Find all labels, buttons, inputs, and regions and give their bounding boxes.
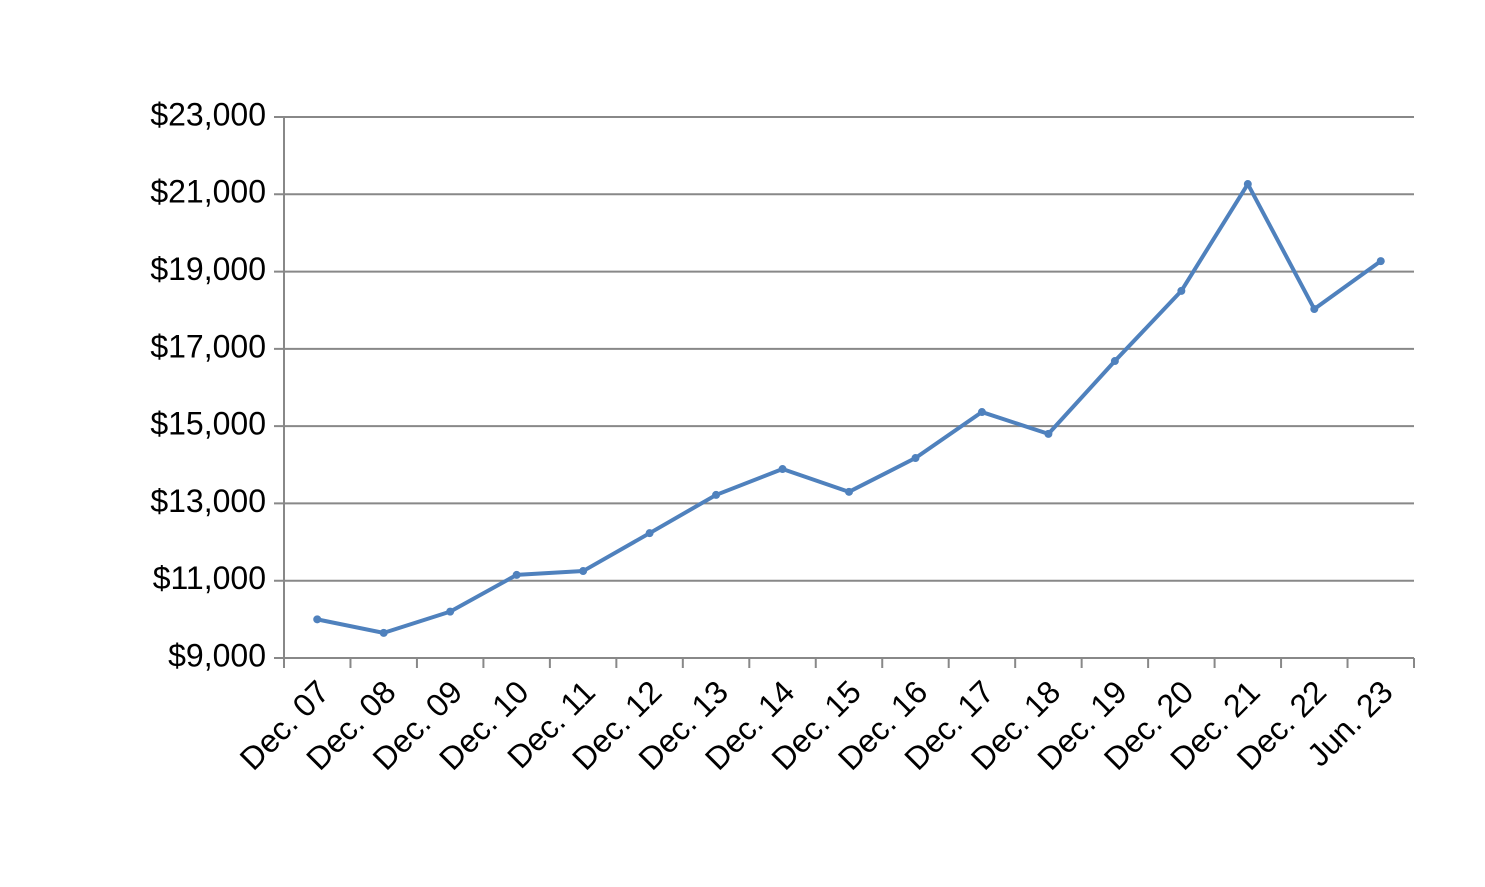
- point: [1177, 286, 1186, 295]
- y-tick-label: $17,000: [150, 328, 266, 364]
- point: [778, 465, 787, 474]
- point: [1110, 357, 1119, 366]
- y-tick-label: $9,000: [168, 637, 266, 673]
- point: [512, 570, 521, 579]
- point: [379, 628, 388, 637]
- y-tick-label: $23,000: [150, 96, 266, 132]
- point: [712, 490, 721, 499]
- point: [446, 607, 455, 616]
- point: [1044, 429, 1053, 438]
- point: [977, 408, 986, 417]
- line: [316, 182, 1382, 635]
- point: [1376, 257, 1385, 266]
- y-tick-label: $15,000: [150, 406, 266, 442]
- point: [645, 529, 654, 538]
- point: [579, 567, 588, 576]
- point: [845, 487, 853, 496]
- y-tick-label: $21,000: [150, 174, 266, 210]
- point: [1243, 180, 1252, 189]
- y-tick-label: $13,000: [150, 483, 266, 519]
- point: [911, 454, 920, 463]
- y-tick-label: $19,000: [150, 251, 266, 287]
- y-tick-label: $11,000: [153, 560, 266, 596]
- point: [313, 615, 322, 624]
- point: [1310, 305, 1319, 314]
